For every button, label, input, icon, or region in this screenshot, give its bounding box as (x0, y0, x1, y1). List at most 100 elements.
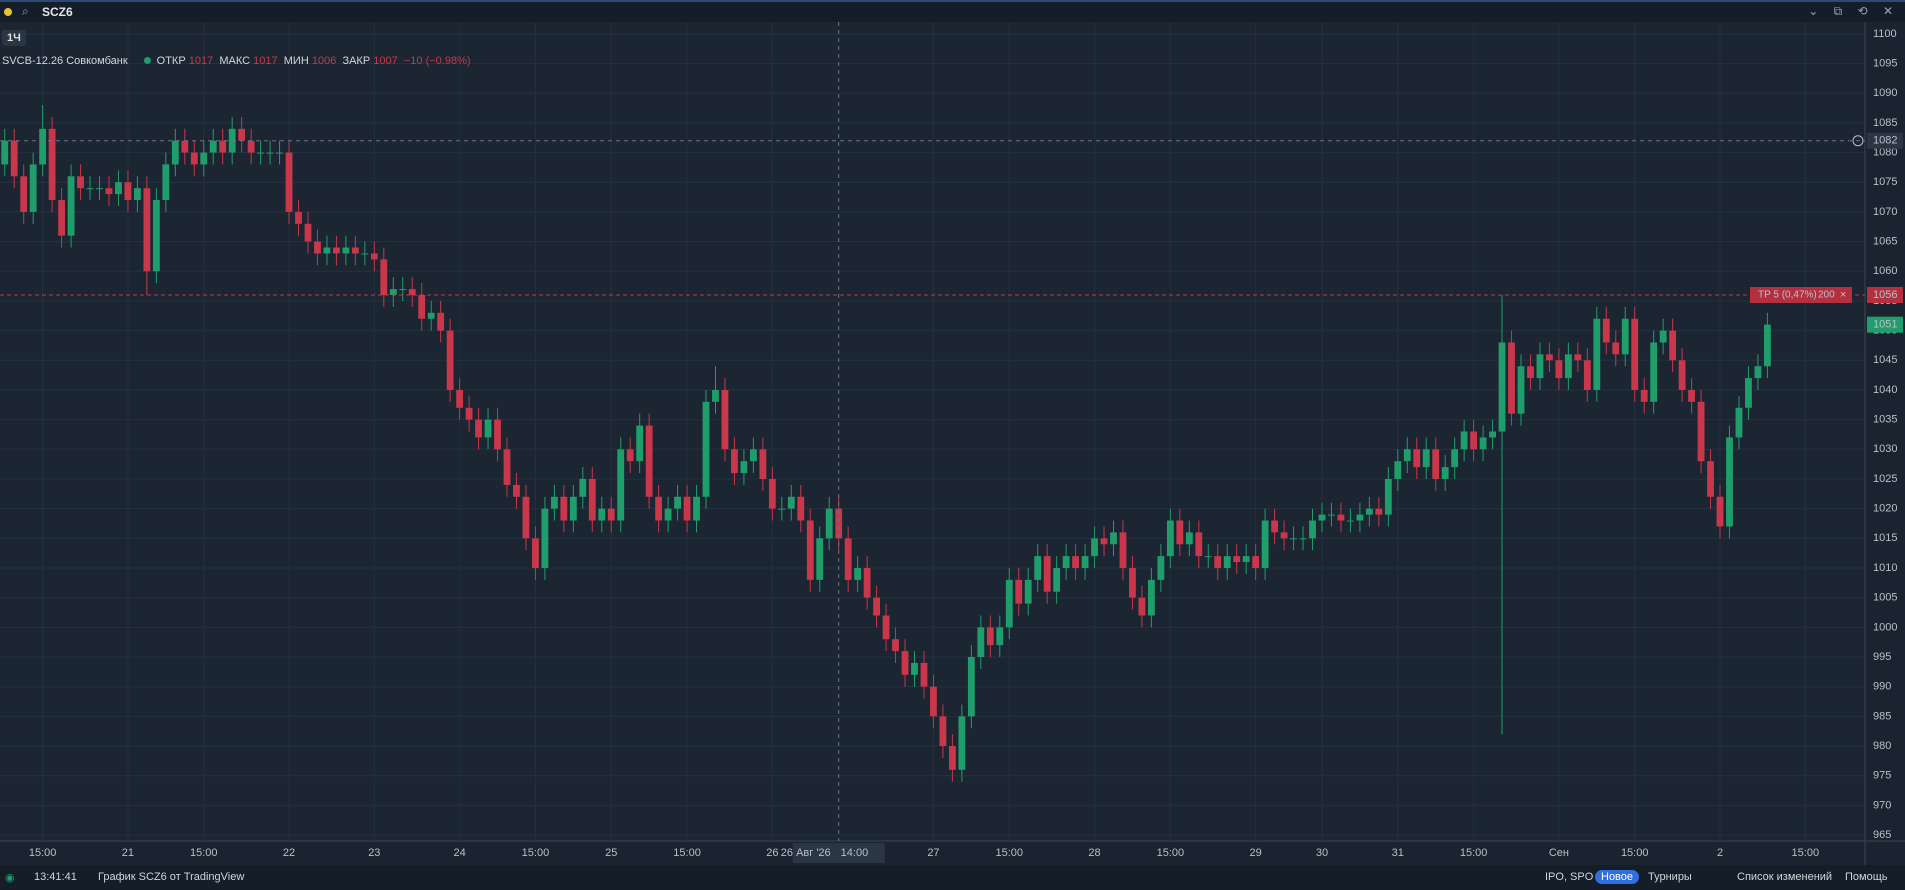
x-tick-label: 15:00 (995, 847, 1023, 859)
candle-body (1546, 354, 1553, 361)
high-label: МАКС (219, 55, 251, 67)
y-tick-label: 1000 (1873, 621, 1897, 633)
candle-body (152, 200, 160, 272)
candle-body (1271, 520, 1279, 533)
candle-body (96, 188, 103, 190)
y-tick-label: 1015 (1873, 532, 1897, 544)
candle-body (1318, 514, 1326, 521)
candle-body (550, 496, 558, 509)
order-cancel: × (1840, 289, 1846, 301)
candle-body (522, 496, 530, 539)
candle-body (816, 538, 824, 580)
candle-body (1347, 520, 1354, 522)
tv-credit[interactable]: График SCZ6 от TradingView (98, 871, 245, 883)
y-tick-label: 1070 (1873, 206, 1897, 218)
ipo-link[interactable]: IPO, SPO (1545, 871, 1594, 883)
candle-body (48, 128, 56, 201)
candle-body (1517, 366, 1525, 414)
y-tick-label: 1030 (1873, 443, 1897, 455)
candle-body (370, 253, 378, 260)
candle-body (712, 389, 719, 402)
x-tick-label: 28 (1088, 847, 1100, 859)
candle-body (958, 716, 966, 770)
candle-body (1024, 579, 1032, 604)
window-controls[interactable]: ⌄ ⧉ ⟲ ✕ (1808, 4, 1899, 18)
candle-body (162, 164, 170, 201)
search-icon[interactable]: ⌕ (22, 4, 29, 18)
candle-body (1195, 532, 1203, 557)
open-label: ОТКР (156, 55, 186, 67)
candle-body (1574, 354, 1582, 361)
candle-body (323, 247, 331, 254)
candle-body (86, 188, 94, 190)
candle-body (1697, 401, 1705, 462)
candle-body (967, 657, 975, 717)
tournaments-link[interactable]: Турниры (1648, 871, 1692, 883)
candle-body (1081, 556, 1089, 568)
candle-body (295, 211, 302, 224)
candle-body (1129, 568, 1136, 598)
candle-body (1053, 568, 1061, 592)
candle-body (1261, 520, 1269, 568)
symbol-input[interactable]: SCZ6 (42, 5, 73, 19)
candle-body (607, 508, 615, 521)
x-tick-label: 26 (766, 847, 778, 859)
clock: 13:41:41 (34, 871, 77, 883)
candle-body (190, 152, 198, 165)
interval-button[interactable]: 1Ч (2, 30, 26, 46)
candle-body (977, 627, 985, 658)
crosshair-price-box (1867, 132, 1903, 149)
candle-body (1384, 478, 1392, 515)
x-tick-label: 15:00 (29, 847, 57, 859)
crosshair-time-box (792, 843, 885, 863)
candle-body (1763, 324, 1771, 367)
x-tick-label: 29 (1250, 847, 1262, 859)
candle-body (901, 651, 909, 675)
x-tick-label: 15:00 (673, 847, 701, 859)
candle-body (1413, 449, 1421, 468)
candle-body (1252, 556, 1260, 568)
candle-body (10, 140, 18, 177)
candle-body (920, 662, 928, 687)
candle-body (1034, 556, 1042, 580)
candle-body (1233, 556, 1241, 563)
changelog-link[interactable]: Список изменений (1737, 871, 1833, 883)
candle-body (1659, 330, 1667, 343)
candle-body (200, 152, 208, 165)
candle-body (418, 295, 426, 319)
candle-body (1527, 366, 1534, 379)
open-value: 1017 (188, 55, 214, 67)
candle-body (446, 330, 454, 390)
candle-body (389, 289, 397, 295)
x-tick-label: 15:00 (1792, 847, 1820, 859)
y-tick-label: 965 (1873, 829, 1891, 841)
candle-body (1403, 449, 1411, 462)
candle-body (475, 419, 482, 438)
high-value: 1017 (253, 55, 278, 67)
help-link[interactable]: Помощь (1845, 871, 1888, 883)
x-tick-label: 15:00 (1460, 847, 1488, 859)
candle-body (721, 389, 729, 450)
order-price: 1056 (1873, 289, 1897, 301)
y-tick-label: 1095 (1873, 57, 1897, 69)
y-tick-label: 1035 (1873, 414, 1897, 426)
candle-body (20, 176, 28, 212)
low-value: 1006 (311, 55, 337, 67)
candle-body (380, 259, 388, 295)
x-tick-label: 24 (453, 847, 465, 859)
candle-body (133, 188, 141, 201)
candle-body (1043, 556, 1051, 592)
wifi-icon: ◉ (5, 872, 15, 884)
x-tick-label: 31 (1392, 847, 1404, 859)
candle-body (806, 520, 814, 580)
candle-body (1328, 514, 1335, 516)
candle-body (569, 496, 577, 521)
candle-body (1223, 556, 1231, 568)
candle-body (1147, 579, 1155, 616)
price-axis (1865, 22, 1905, 841)
x-tick-label: Сен (1549, 847, 1569, 859)
candle-body (456, 389, 464, 408)
candle-body (1015, 579, 1023, 604)
candle-body (1479, 437, 1487, 450)
candle-body (1062, 556, 1070, 568)
